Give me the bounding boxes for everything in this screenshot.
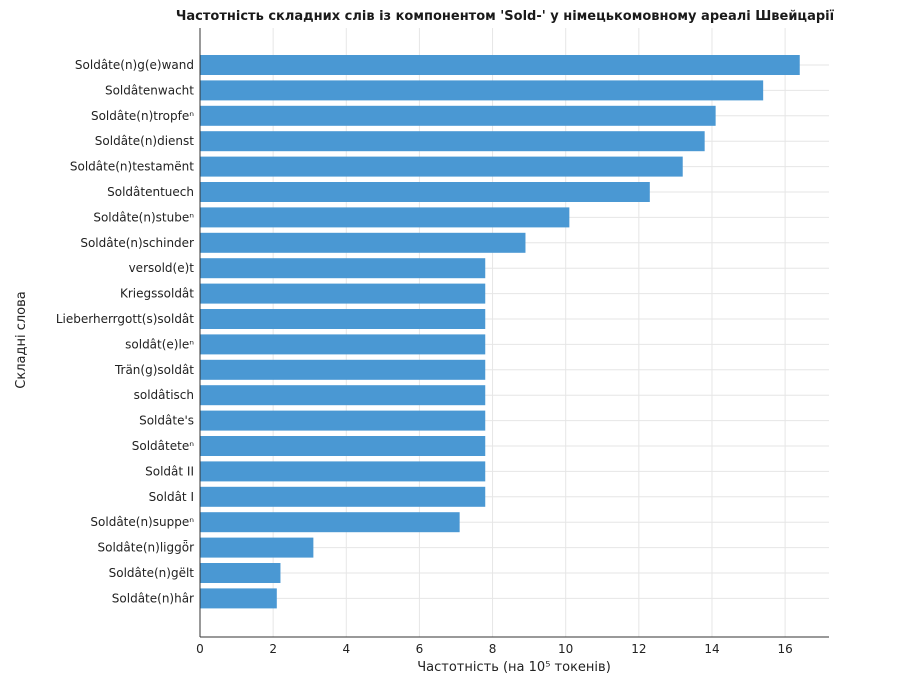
- category-label: Soldâte(n)liggȫr: [98, 541, 195, 555]
- category-labels: Soldâte(n)g(e)wand Soldâtenwacht Soldâte(n…: [56, 58, 194, 605]
- x-tick-label: 4: [342, 642, 350, 656]
- bar: [200, 486, 486, 507]
- category-label: Soldâte(n)dienst: [95, 134, 195, 148]
- bar: [200, 563, 281, 583]
- y-axis-title: Складні слова: [14, 291, 29, 388]
- category-label: Lieberherrgott(s)soldât: [56, 312, 194, 326]
- x-tick-label: 0: [196, 642, 204, 656]
- x-tick-label: 10: [558, 642, 573, 656]
- x-tick-label: 12: [631, 642, 646, 656]
- bar: [200, 461, 486, 482]
- bar: [200, 537, 314, 558]
- category-label: Soldâte(n)stubeⁿ: [93, 210, 194, 224]
- category-label: Soldâte's: [139, 414, 194, 428]
- bars: [200, 55, 800, 609]
- bar: [200, 156, 683, 177]
- category-label: soldâtisch: [134, 388, 194, 402]
- category-label: Soldât I: [149, 490, 194, 504]
- bar: [200, 258, 486, 279]
- bar: [200, 512, 460, 533]
- bar: [200, 283, 486, 304]
- x-tick-label: 8: [489, 642, 497, 656]
- bar: [200, 410, 486, 431]
- x-tick-label: 6: [416, 642, 424, 656]
- category-label: Soldâtentuech: [107, 185, 194, 199]
- bar: [200, 588, 277, 609]
- x-axis-title: Частотність (на 10⁵ токенів): [417, 660, 611, 675]
- category-label: Soldât II: [145, 464, 194, 478]
- x-tick-label: 16: [777, 642, 792, 656]
- bar: [200, 55, 800, 75]
- category-label: Soldâte(n)schinder: [80, 236, 194, 250]
- category-label: Soldâteteⁿ: [132, 439, 194, 453]
- category-label: Soldâte(n)tropfeⁿ: [91, 109, 194, 123]
- category-label: Soldâte(n)suppeⁿ: [90, 515, 194, 529]
- bar: [200, 334, 486, 355]
- category-label: Soldâte(n)hâr: [112, 591, 194, 605]
- x-tick-labels: 0 2 4 6 8 10 12 14 16: [196, 642, 793, 656]
- bar: [200, 182, 650, 202]
- axes: [199, 28, 829, 638]
- bar: [200, 80, 764, 101]
- category-label: Trän(g)soldât: [114, 363, 194, 377]
- category-label: soldât(e)leⁿ: [125, 337, 194, 351]
- category-label: Soldâte(n)testamënt: [70, 160, 194, 174]
- bar: [200, 436, 486, 456]
- chart-title: Частотність складних слів із компонентом…: [176, 9, 835, 24]
- category-label: versold(e)t: [129, 261, 195, 275]
- bar: [200, 105, 716, 126]
- category-label: Soldâtenwacht: [105, 83, 194, 97]
- bar: [200, 131, 705, 152]
- bar: [200, 359, 486, 380]
- bar: [200, 207, 570, 228]
- category-label: Soldâte(n)g(e)wand: [75, 58, 194, 72]
- bar: [200, 385, 486, 406]
- bar: [200, 309, 486, 329]
- x-tick-label: 2: [269, 642, 277, 656]
- category-label: Soldâte(n)gëlt: [109, 566, 195, 580]
- x-tick-label: 14: [704, 642, 719, 656]
- category-label: Kriegssoldât: [120, 287, 194, 301]
- bar: [200, 232, 526, 253]
